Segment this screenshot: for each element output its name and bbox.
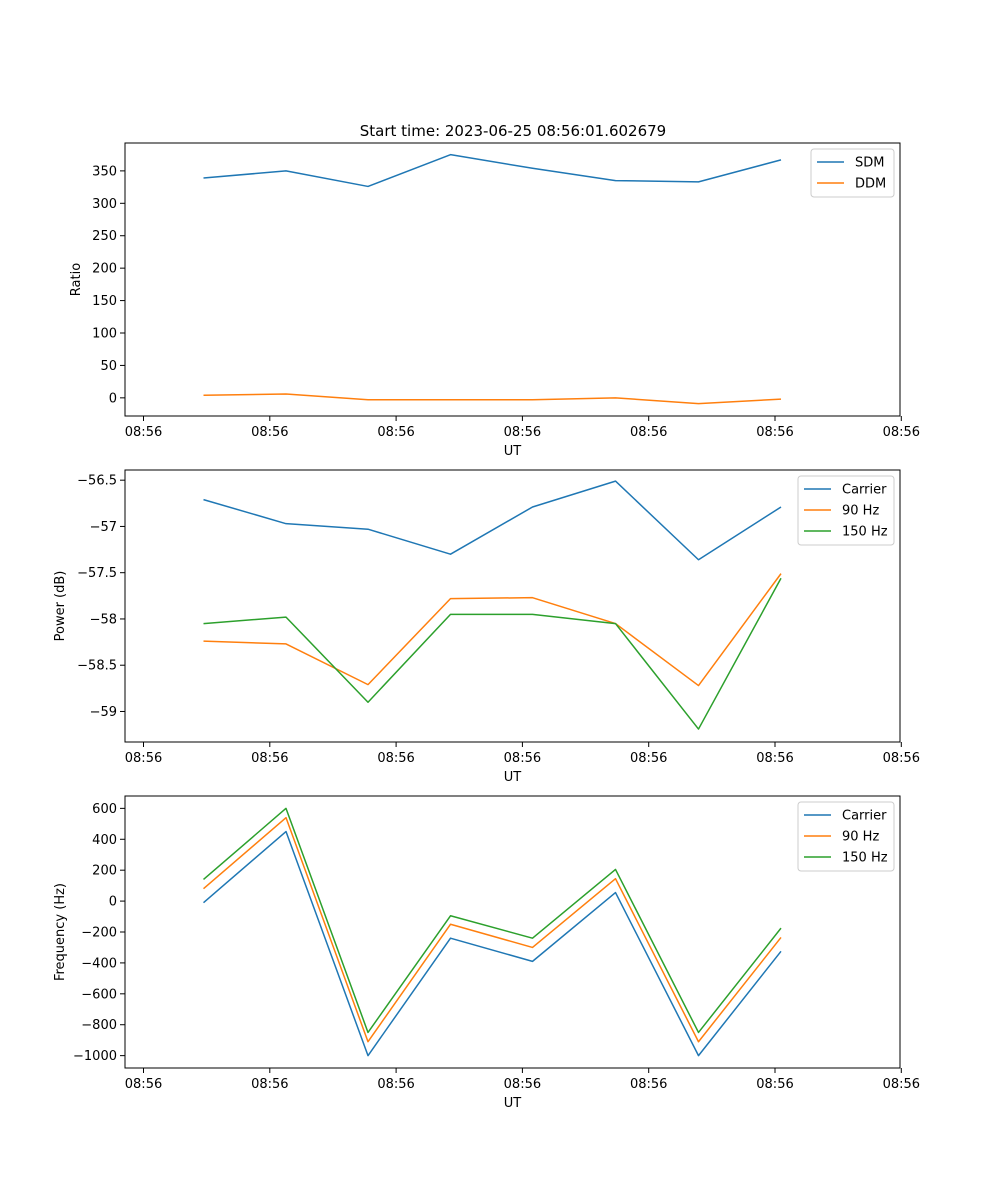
y-tick-label: −57 [90,520,117,535]
legend-label: Carrier [842,809,887,824]
x-tick-label: 08:56 [630,1077,667,1092]
x-tick-label: 08:56 [251,425,288,440]
series-line-150-hz [203,807,782,1034]
y-tick-label: 50 [100,359,117,374]
legend-label: 90 Hz [842,830,879,845]
legend-label: SDM [855,156,884,171]
y-tick-label: −58.5 [77,659,117,674]
y-tick-label: 0 [109,391,117,406]
series-line-sdm [203,153,782,188]
y-tick-label: −58 [90,612,117,627]
x-tick-label: 08:56 [504,425,541,440]
y-tick-label: 200 [92,864,117,879]
x-axis-label: UT [504,770,522,785]
series-line-150-hz [203,577,782,730]
legend [797,475,895,546]
x-axis-label: UT [504,1096,522,1111]
x-tick-label: 08:56 [883,425,920,440]
x-tick-label: 08:56 [756,751,793,766]
y-tick-label: 350 [92,164,117,179]
y-tick-label: 300 [92,197,117,212]
x-tick-label: 08:56 [125,1077,162,1092]
y-tick-label: 600 [92,802,117,817]
series-line-carrier [203,480,782,561]
x-tick-label: 08:56 [756,1077,793,1092]
series-line-90-hz [203,816,782,1043]
y-axis-label: Ratio [69,263,84,296]
x-tick-label: 08:56 [883,751,920,766]
y-axis-label: Frequency (Hz) [53,883,68,981]
plot-frame [124,142,901,417]
series-line-carrier [203,830,782,1057]
y-tick-label: −800 [81,1018,117,1033]
legend-label: 150 Hz [842,851,888,866]
x-tick-label: 08:56 [504,751,541,766]
x-tick-label: 08:56 [125,751,162,766]
legend [797,801,895,872]
x-tick-label: 08:56 [504,1077,541,1092]
y-tick-label: −56.5 [77,474,117,489]
y-tick-label: 200 [92,262,117,277]
chart-title: Start time: 2023-06-25 08:56:01.602679 [360,122,666,140]
plot-frame [124,469,901,743]
y-tick-label: 250 [92,229,117,244]
x-tick-label: 08:56 [630,751,667,766]
x-tick-label: 08:56 [251,751,288,766]
x-tick-label: 08:56 [377,751,414,766]
x-tick-label: 08:56 [883,1077,920,1092]
series-line-ddm [203,393,782,405]
y-tick-label: 100 [92,326,117,341]
legend-label: 150 Hz [842,525,888,540]
x-tick-label: 08:56 [377,425,414,440]
x-tick-label: 08:56 [630,425,667,440]
chart-panel-1: 08:5608:5608:5608:5608:5608:5608:5608:57… [69,142,920,459]
x-tick-label: 08:56 [377,1077,414,1092]
y-tick-label: 0 [109,895,117,910]
y-tick-label: −1000 [73,1049,117,1064]
x-tick-label: 08:56 [756,425,793,440]
x-tick-label: 08:56 [251,1077,288,1092]
legend-label: 90 Hz [842,504,879,519]
y-tick-label: −400 [81,956,117,971]
y-tick-label: −600 [81,987,117,1002]
y-tick-label: −57.5 [77,566,117,581]
chart-panel-3: 08:5608:5608:5608:5608:5608:5608:5608:57… [53,795,920,1111]
legend-label: DDM [855,177,886,192]
y-tick-label: −200 [81,926,117,941]
series-line-90-hz [203,573,782,687]
legend-label: Carrier [842,483,887,498]
x-axis-label: UT [504,444,522,459]
chart-panel-2: 08:5608:5608:5608:5608:5608:5608:5608:57… [53,469,920,785]
x-tick-label: 08:56 [125,425,162,440]
y-axis-label: Power (dB) [53,571,68,642]
legend [810,148,895,198]
y-tick-label: −59 [90,705,117,720]
y-tick-label: 400 [92,833,117,848]
y-tick-label: 150 [92,294,117,309]
